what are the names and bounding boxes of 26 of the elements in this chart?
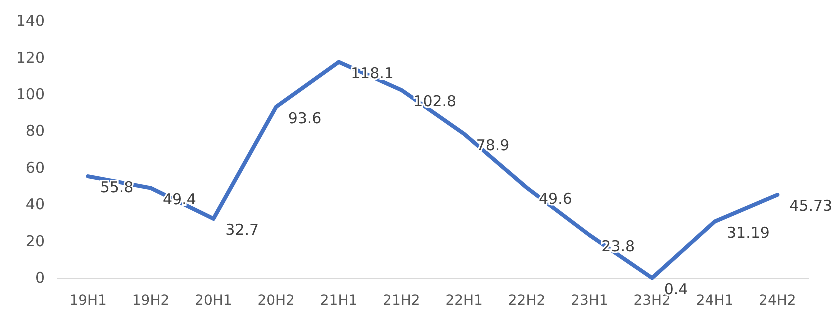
y-tick-label: 60 bbox=[26, 158, 45, 177]
x-tick-label: 22H2 bbox=[508, 292, 546, 309]
x-tick-label: 24H2 bbox=[759, 292, 796, 309]
y-tick-label: 40 bbox=[26, 196, 45, 214]
y-tick-label: 20 bbox=[26, 232, 45, 250]
x-tick-label: 19H1 bbox=[70, 292, 107, 309]
y-tick-label: 0 bbox=[35, 269, 45, 288]
y-tick-label: 120 bbox=[16, 48, 45, 67]
data-label: 45.73 bbox=[790, 197, 831, 216]
x-tick-label: 22H1 bbox=[446, 292, 483, 309]
x-tick-label: 21H1 bbox=[320, 292, 358, 309]
data-label: 32.7 bbox=[226, 221, 260, 240]
data-label: 78.9 bbox=[476, 136, 510, 154]
y-tick-label: 140 bbox=[16, 12, 45, 30]
line-series bbox=[86, 60, 780, 280]
data-label: 31.19 bbox=[727, 224, 770, 242]
data-label: 55.8 bbox=[100, 178, 134, 197]
x-tick-label: 19H2 bbox=[132, 292, 170, 309]
x-tick-label: 21H2 bbox=[383, 292, 420, 309]
y-tick-label: 100 bbox=[16, 86, 45, 104]
x-tick-label: 24H1 bbox=[696, 292, 734, 309]
x-tick-label: 20H1 bbox=[195, 292, 232, 309]
data-label: 93.6 bbox=[288, 109, 322, 128]
x-tick-label: 23H1 bbox=[571, 292, 608, 309]
x-tick-label: 20H2 bbox=[258, 292, 295, 309]
y-tick-label: 80 bbox=[26, 122, 45, 140]
